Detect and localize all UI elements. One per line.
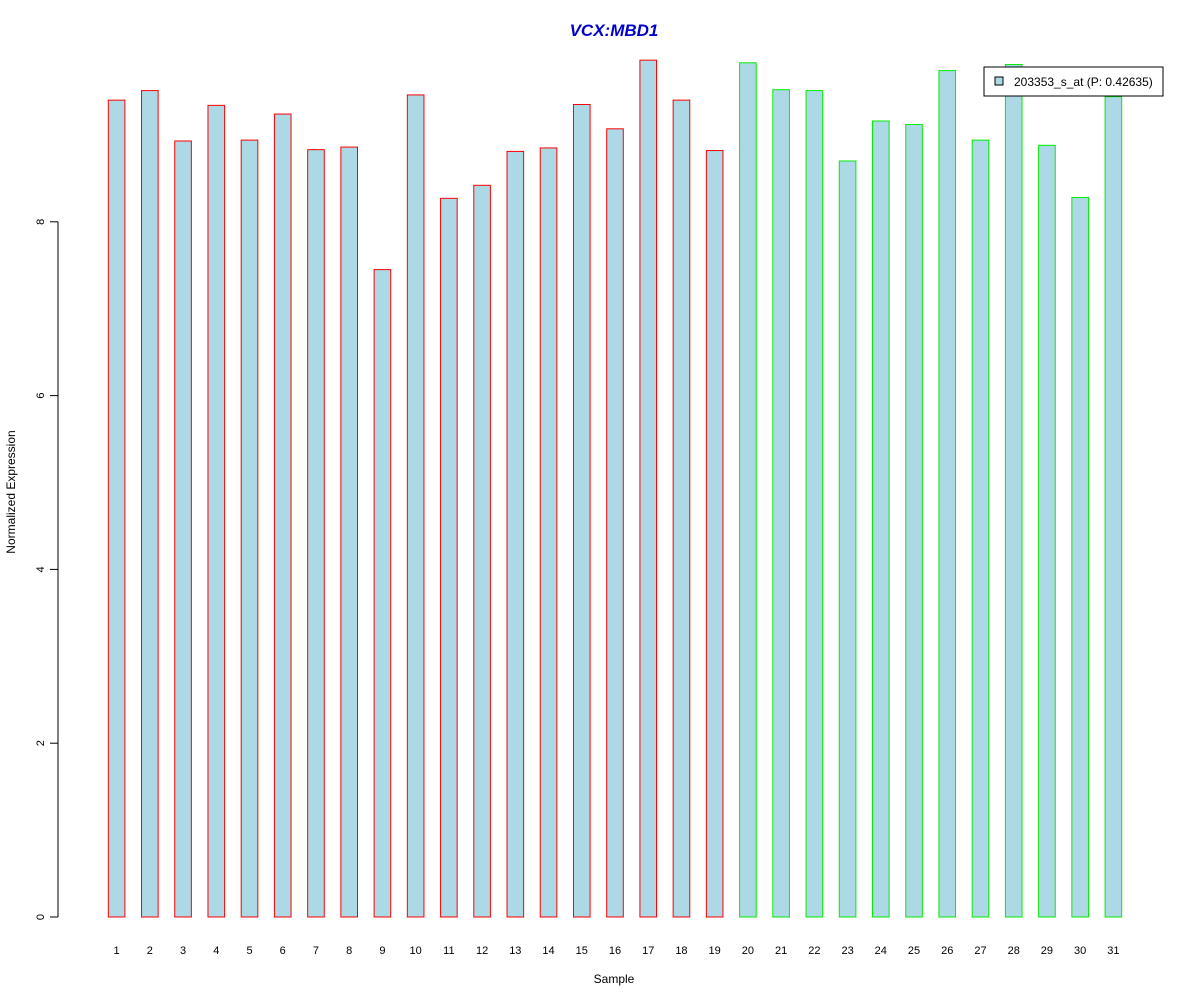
x-tick-label: 5 [246, 945, 252, 957]
bar-sample-18 [672, 99, 691, 918]
bar-sample-20 [739, 62, 757, 918]
bar-sample-23 [838, 160, 857, 918]
bar-sample-11 [440, 197, 458, 918]
bar-sample-14 [539, 147, 558, 918]
bar-sample-9 [373, 269, 392, 918]
x-tick-label: 24 [875, 945, 887, 957]
x-tick-label: 22 [808, 945, 820, 957]
bar-sample-30 [1071, 196, 1089, 918]
x-tick-label: 1 [114, 945, 120, 957]
bar-sample-27 [971, 139, 990, 918]
x-tick-label: 10 [410, 945, 422, 957]
x-tick-label: 4 [213, 945, 219, 957]
y-axis-ticks: 0 2 4 6 8 [35, 219, 58, 920]
y-tick-label: 6 [35, 393, 47, 399]
legend: 203353_s_at (P: 0.42635) [983, 66, 1164, 97]
bar-sample-28 [1004, 64, 1023, 918]
x-tick-label: 26 [941, 945, 953, 957]
bar-sample-7 [307, 149, 325, 918]
x-tick-label: 13 [509, 945, 521, 957]
bar-sample-13 [506, 150, 525, 918]
x-tick-label: 2 [147, 945, 153, 957]
x-tick-label: 15 [576, 945, 588, 957]
x-tick-label: 3 [180, 945, 186, 957]
bar-sample-3 [174, 140, 192, 918]
legend-swatch [994, 76, 1004, 86]
bar-sample-31 [1104, 96, 1123, 918]
bar-sample-8 [340, 146, 358, 918]
x-tick-label: 14 [542, 945, 554, 957]
bar-sample-17 [639, 59, 658, 918]
x-tick-label: 20 [742, 945, 754, 957]
x-tick-label: 7 [313, 945, 319, 957]
x-tick-label: 6 [280, 945, 286, 957]
bar-sample-26 [938, 70, 957, 918]
x-tick-label: 16 [609, 945, 621, 957]
bar-sample-19 [705, 150, 724, 918]
bar-sample-29 [1038, 144, 1056, 918]
x-tick-label: 9 [379, 945, 385, 957]
x-tick-label: 19 [709, 945, 721, 957]
y-tick-label: 2 [35, 740, 47, 746]
x-axis-tick-labels: 1 2 3 4 5 6 7 8 9 10 11 12 13 14 15 16 17 18 19 20 21 22 23 24 2… [114, 945, 1120, 957]
bar-sample-22 [805, 90, 824, 918]
x-tick-label: 28 [1008, 945, 1020, 957]
bar-sample-5 [240, 139, 259, 918]
x-axis-label: Sample [594, 972, 635, 986]
bar-sample-24 [872, 120, 890, 918]
y-tick-label: 0 [35, 914, 47, 920]
bar-sample-25 [905, 123, 923, 918]
x-tick-label: 27 [974, 945, 986, 957]
x-tick-label: 11 [443, 945, 454, 957]
x-tick-label: 18 [675, 945, 687, 957]
bars-group [107, 59, 1123, 918]
legend-box [983, 66, 1164, 97]
bar-sample-4 [207, 104, 226, 918]
x-tick-label: 12 [476, 945, 488, 957]
bar-sample-16 [606, 128, 624, 918]
y-tick-label: 4 [35, 566, 47, 572]
x-tick-label: 17 [642, 945, 654, 957]
bar-sample-12 [473, 184, 491, 918]
legend-entry-label: 203353_s_at (P: 0.42635) [1014, 75, 1153, 89]
bar-sample-1 [107, 99, 126, 918]
x-tick-label: 21 [775, 945, 787, 957]
bar-sample-21 [772, 89, 790, 918]
bar-sample-6 [273, 113, 292, 918]
bar-sample-15 [572, 103, 591, 918]
x-tick-label: 8 [346, 945, 352, 957]
bar-sample-2 [141, 90, 159, 918]
bar-sample-10 [406, 94, 425, 918]
x-tick-label: 31 [1107, 945, 1119, 957]
x-tick-label: 25 [908, 945, 920, 957]
chart-title: VCX:MBD1 [570, 21, 659, 40]
y-axis-label: Normalized Expression [4, 430, 18, 553]
y-tick-label: 8 [35, 219, 47, 225]
x-tick-label: 30 [1074, 945, 1086, 957]
x-tick-label: 23 [841, 945, 853, 957]
x-tick-label: 29 [1041, 945, 1053, 957]
